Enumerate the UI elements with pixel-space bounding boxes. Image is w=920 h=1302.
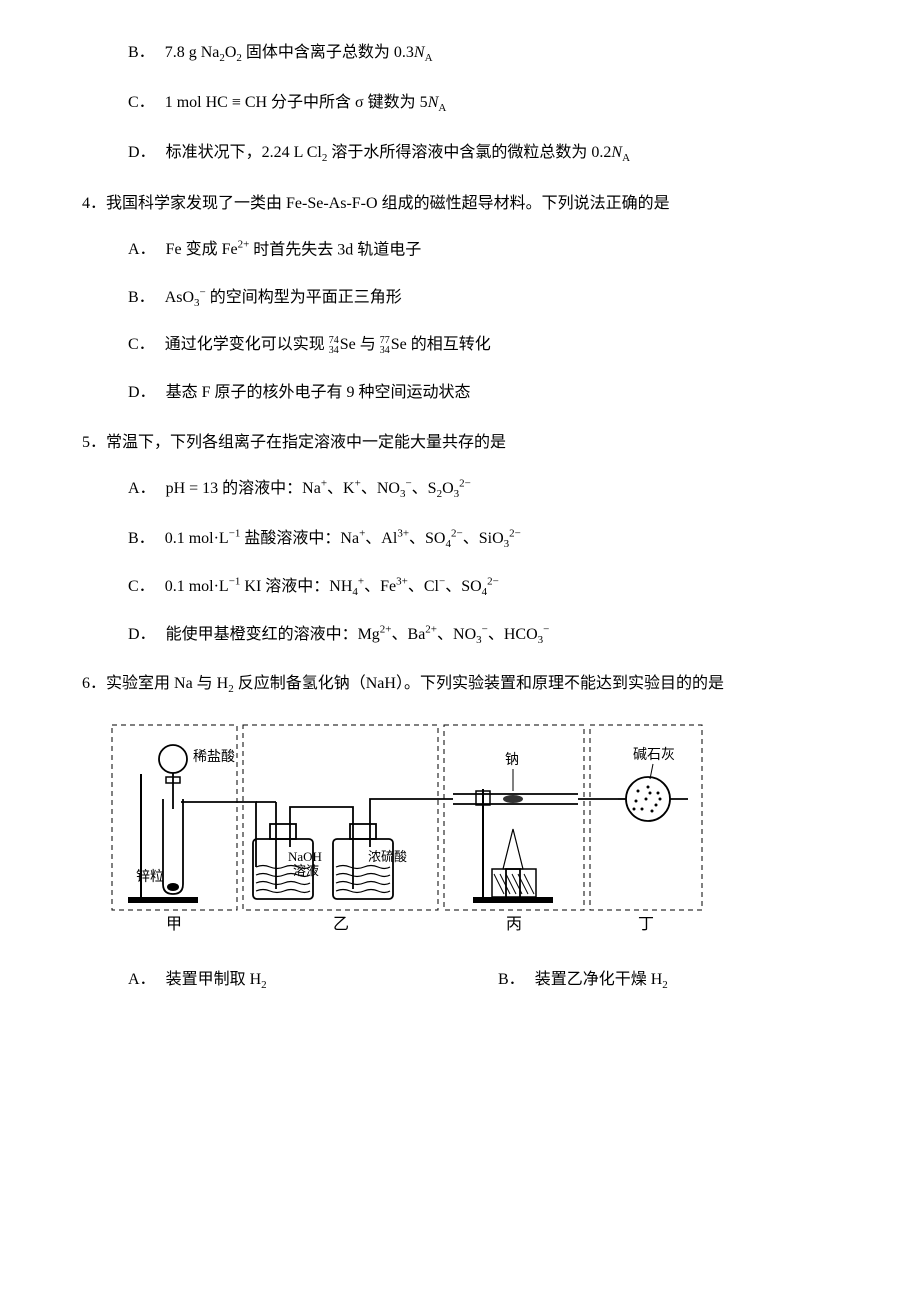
svg-text:碱石灰: 碱石灰 — [633, 747, 675, 763]
option-3d: D． 标准状况下，2.24 L Cl2 溶于水所得溶液中含氯的微粒总数为 0.2… — [128, 140, 840, 168]
option-5b: B． 0.1 mol·L−1 盐酸溶液中：Na+、Al3+、SO42−、SiO3… — [128, 525, 840, 551]
option-4d: D． 基态 F 原子的核外电子有 9 种空间运动状态 — [128, 380, 840, 406]
svg-text:浓硫酸: 浓硫酸 — [368, 849, 407, 864]
question-4: 4．我国科学家发现了一类由 Fe-Se-As-F-O 组成的磁性超导材料。下列说… — [100, 191, 840, 405]
svg-text:甲: 甲 — [166, 916, 182, 933]
options-row: A． 装置甲制取 H2 B． 装置乙净化干燥 H2 — [100, 967, 840, 995]
svg-text:NaOH: NaOH — [288, 849, 322, 864]
option-text: AsO3− — [165, 289, 206, 306]
option-5c: C． 0.1 mol·L−1 KI 溶液中：NH4+、Fe3+、Cl−、SO42… — [128, 573, 840, 599]
question-number: 6． — [82, 675, 106, 692]
svg-text:钠: 钠 — [505, 752, 519, 768]
option-label: C． — [128, 578, 155, 595]
svg-text:稀盐酸: 稀盐酸 — [193, 749, 235, 765]
question-number: 4． — [82, 195, 106, 212]
option-label: C． — [128, 94, 155, 111]
option-6a: A． 装置甲制取 H2 — [128, 967, 498, 995]
option-text: 基态 F 原子的核外电子有 9 种空间运动状态 — [166, 384, 471, 401]
option-text: pH = 13 的溶液中：Na+、K+、NO3−、S2O32− — [166, 480, 471, 497]
option-label: D． — [128, 626, 156, 643]
option-text: 装置甲制取 H2 — [166, 971, 267, 988]
question-stem: 6．实验室用 Na 与 H2 反应制备氢化钠（NaH）。下列实验装置和原理不能达… — [82, 671, 840, 699]
option-label: A． — [128, 241, 156, 258]
option-6b: B． 装置乙净化干燥 H2 — [498, 967, 840, 995]
option-4b: B． AsO3− 的空间构型为平面正三角形 — [128, 285, 840, 311]
svg-text:锌粒: 锌粒 — [136, 869, 164, 885]
svg-text:乙: 乙 — [333, 916, 349, 933]
option-label: C． — [128, 336, 155, 353]
option-text: 装置乙净化干燥 H2 — [535, 971, 668, 988]
option-4a: A． Fe 变成 Fe2+ 时首先失去 3d 轨道电子 — [128, 237, 840, 263]
option-3b: B． 7.8 g Na2O2 固体中含离子总数为 0.3NA — [128, 40, 840, 68]
option-text: 标准状况下，2.24 L Cl2 溶于水所得溶液中含氯的微粒总数为 0.2 — [166, 144, 612, 161]
option-label: B． — [498, 971, 525, 988]
question-6: 6．实验室用 Na 与 H2 反应制备氢化钠（NaH）。下列实验装置和原理不能达… — [100, 671, 840, 995]
option-4c: C． 通过化学变化可以实现 7434Se 与 7734Se 的相互转化 — [128, 332, 840, 358]
option-label: B． — [128, 530, 155, 547]
option-text: 通过化学变化可以实现 7434Se 与 7734Se 的相互转化 — [165, 336, 491, 353]
option-text: 0.1 mol·L−1 盐酸溶液中：Na+、Al3+、SO42−、SiO32− — [165, 530, 521, 547]
option-label: D． — [128, 384, 156, 401]
option-label: A． — [128, 971, 156, 988]
question-stem: 5．常温下，下列各组离子在指定溶液中一定能大量共存的是 — [82, 430, 840, 456]
option-text: 能使甲基橙变红的溶液中：Mg2+、Ba2+、NO3−、HCO3− — [166, 626, 550, 643]
question-stem: 4．我国科学家发现了一类由 Fe-Se-As-F-O 组成的磁性超导材料。下列说… — [82, 191, 840, 217]
option-label: A． — [128, 480, 156, 497]
option-5a: A． pH = 13 的溶液中：Na+、K+、NO3−、S2O32− — [128, 475, 840, 503]
option-5d: D． 能使甲基橙变红的溶液中：Mg2+、Ba2+、NO3−、HCO3− — [128, 621, 840, 647]
svg-text:溶液: 溶液 — [293, 863, 319, 878]
svg-text:丙: 丙 — [506, 916, 522, 933]
question-number: 5． — [82, 434, 106, 451]
option-text: 1 mol HC ≡ CH 分子中所含 σ 键数为 5 — [165, 94, 428, 111]
option-3c: C． 1 mol HC ≡ CH 分子中所含 σ 键数为 5NA — [128, 90, 840, 118]
apparatus-figure: 稀盐酸 锌粒 甲 — [108, 719, 708, 948]
question-5: 5．常温下，下列各组离子在指定溶液中一定能大量共存的是 A． pH = 13 的… — [100, 430, 840, 647]
option-label: B． — [128, 289, 155, 306]
option-label: B． — [128, 44, 155, 61]
option-text: 7.8 g Na2O2 — [165, 44, 246, 61]
option-text: 0.1 mol·L−1 KI 溶液中：NH4+、Fe3+、Cl−、SO42− — [165, 578, 499, 595]
apparatus-svg: 稀盐酸 锌粒 甲 — [108, 719, 708, 939]
option-label: D． — [128, 144, 156, 161]
option-text: Fe 变成 Fe2+ — [166, 241, 250, 258]
question-3: B． 7.8 g Na2O2 固体中含离子总数为 0.3NA C． 1 mol … — [100, 40, 840, 167]
svg-text:丁: 丁 — [638, 916, 654, 933]
